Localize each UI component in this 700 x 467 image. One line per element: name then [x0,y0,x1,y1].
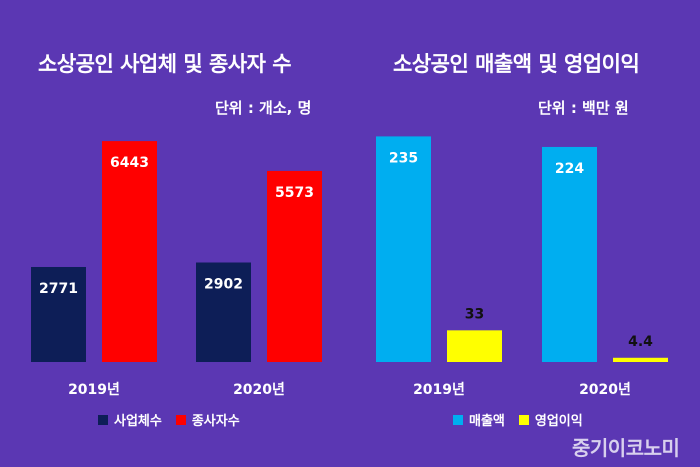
legend-swatch-sales [453,414,463,425]
legend-item-businesses: 사업체수 [98,410,162,429]
x-tick-sme-sales-c0: 2019년 [413,382,465,398]
x-tick-sme-sales-c1: 2020년 [579,382,631,398]
watermark-logo: 중기이코노미 [572,436,680,460]
chart-1-legend: 사업체수 종사자수 [98,410,254,429]
chart-2-title: 소상공인 매출액 및 영업이익 [393,52,640,76]
legend-swatch-profit [518,414,529,425]
bar-sme-count-s1-c1 [267,170,322,362]
value-label-sme-sales-s1-c1: 4.4 [628,334,653,350]
value-label-sme-count-s1-c1: 5573 [275,185,314,201]
legend-label-profit: 영업이익 [534,414,583,429]
bar-sme-sales-s0-c1 [542,146,597,362]
chart-2-legend: 매출액 영업이익 [453,410,597,429]
value-label-sme-count-s0-c1: 2902 [204,277,243,293]
legend-label-employees: 종사자수 [191,414,240,429]
value-label-sme-sales-s1-c0: 33 [465,306,484,322]
value-label-sme-count-s1-c0: 6443 [110,155,149,171]
legend-item-profit: 영업이익 [518,410,583,429]
legend-swatch-businesses [98,414,108,425]
x-tick-sme-count-c0: 2019년 [68,382,120,398]
bar-sme-count-s0-c1 [196,262,251,362]
bar-sme-sales-s1-c0 [447,330,502,362]
legend-label-sales: 매출액 [469,414,505,429]
bar-sme-count-s0-c0 [31,266,86,362]
value-label-sme-sales-s0-c0: 235 [389,150,418,166]
chart-1-unit: 단위 : 개소, 명 [215,99,312,117]
legend-swatch-employees [175,414,186,425]
value-label-sme-count-s0-c0: 2771 [39,281,78,297]
x-tick-sme-count-c1: 2020년 [233,382,285,398]
chart-2-unit: 단위 : 백만 원 [538,99,629,117]
bar-sme-count-s1-c0 [102,141,157,362]
legend-item-sales: 매출액 [453,410,505,429]
legend-item-employees: 종사자수 [175,410,240,429]
value-label-sme-sales-s0-c1: 224 [555,161,584,177]
chart-1-title: 소상공인 사업체 및 종사자 수 [38,52,292,76]
bar-sme-sales-s1-c1 [613,357,668,362]
legend-label-businesses: 사업체수 [114,414,162,429]
bar-sme-sales-s0-c0 [376,136,431,362]
